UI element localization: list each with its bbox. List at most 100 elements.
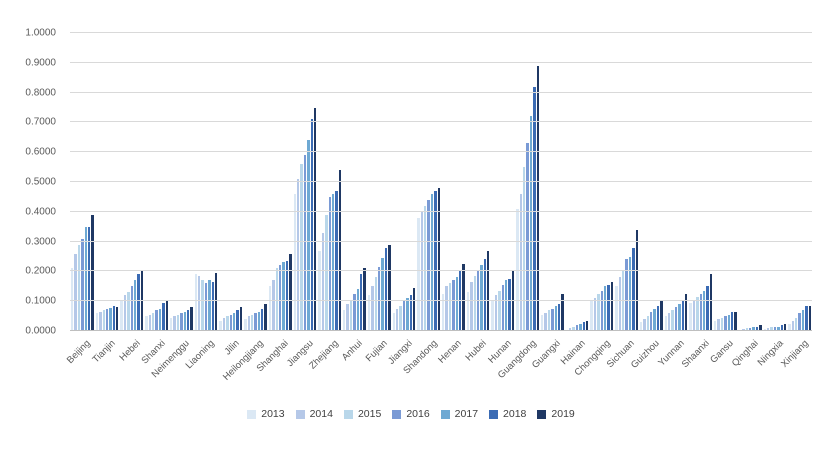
gridline — [70, 91, 812, 93]
bar-group-tianjin — [95, 33, 120, 331]
legend-item-2019: 2019 — [537, 408, 575, 420]
bar-heilongjiang-2017 — [257, 311, 261, 331]
bar-guangdong-2013 — [516, 208, 519, 331]
legend-swatch-2018 — [489, 409, 499, 419]
bar-zhejiang-2019 — [338, 170, 342, 331]
bar-liaoning-2019 — [215, 272, 218, 331]
bar-anhui-2016 — [353, 293, 356, 331]
bar-group-henan — [441, 33, 466, 331]
bar-hubei-2019 — [487, 250, 490, 331]
legend-item-2015: 2015 — [343, 408, 381, 420]
bar-chongqing-2019 — [610, 281, 614, 331]
bar-shanghai-2019 — [289, 253, 292, 331]
plot-area — [70, 32, 812, 331]
bar-group-jiangsu — [293, 33, 318, 331]
bar-tianjin-2014 — [99, 311, 102, 331]
bar-anhui-2015 — [349, 301, 353, 331]
bar-shandong-2016 — [427, 199, 430, 331]
gridline — [70, 121, 812, 123]
bar-sichuan-2013 — [615, 286, 618, 331]
bar-anhui-2013 — [343, 310, 346, 331]
bar-shandong-2018 — [434, 190, 437, 331]
bar-ningxia-2013 — [763, 328, 766, 331]
bar-group-guangxi — [540, 33, 565, 331]
x-axis-line — [70, 330, 812, 331]
bar-jiangsu-2018 — [310, 119, 313, 331]
bar-jilin-2015 — [226, 316, 229, 331]
bar-guizhou-2014 — [643, 319, 646, 331]
bar-sichuan-2014 — [618, 277, 621, 331]
bar-guizhou-2015 — [646, 316, 650, 331]
bar-shaanxi-2013 — [689, 302, 692, 331]
y-tick-label: 0.1000 — [25, 295, 56, 307]
bar-gansu-2015 — [720, 317, 724, 331]
legend-label-2019: 2019 — [551, 408, 575, 420]
x-tick-label-tianjin: Tianjin — [90, 338, 118, 366]
bar-group-hunan — [490, 33, 515, 331]
bar-shanghai-2015 — [275, 268, 279, 331]
bar-henan-2014 — [445, 286, 448, 331]
bar-group-hubei — [466, 33, 491, 331]
x-axis: Beijing Tianjin Hebei Shanxi Neimenggu Liaoni… — [65, 334, 812, 404]
bar-jilin-2017 — [232, 313, 236, 331]
bar-shaanxi-2016 — [699, 293, 702, 331]
bar-shaanxi-2018 — [706, 286, 709, 331]
bar-heilongjiang-2019 — [264, 304, 267, 331]
legend-item-2018: 2018 — [489, 408, 526, 420]
bar-group-hainan — [565, 33, 590, 331]
bar-groups — [70, 33, 812, 331]
x-tick-label-hubei: Hubei — [463, 338, 489, 364]
bar-group-guangdong — [515, 33, 540, 331]
bar-henan-2015 — [448, 283, 452, 331]
bar-gansu-2016 — [724, 316, 727, 331]
bar-group-beijing — [70, 33, 95, 331]
bar-henan-2017 — [455, 277, 458, 331]
bar-tianjin-2013 — [95, 313, 99, 331]
bar-guizhou-2013 — [639, 322, 643, 331]
bar-yunnan-2013 — [664, 316, 668, 331]
bar-zhejiang-2017 — [331, 193, 335, 331]
bar-shaanxi-2015 — [696, 296, 699, 331]
bar-yunnan-2018 — [681, 301, 684, 331]
bar-hainan-2018 — [582, 322, 586, 331]
bar-hunan-2017 — [505, 280, 508, 331]
bar-ningxia-2014 — [766, 328, 770, 331]
bar-guangxi-2017 — [554, 305, 557, 331]
bar-ningxia-2017 — [777, 326, 780, 331]
legend-label-2017: 2017 — [454, 408, 479, 420]
bar-jiangsu-2019 — [313, 107, 317, 331]
bar-neimenggu-2016 — [180, 313, 183, 331]
bar-hubei-2017 — [480, 265, 483, 331]
bar-shaanxi-2019 — [709, 274, 713, 331]
bar-beijing-2017 — [84, 226, 87, 331]
y-tick-label: 0.5000 — [25, 176, 56, 188]
bar-hainan-2016 — [575, 325, 579, 331]
bar-heilongjiang-2016 — [254, 313, 257, 331]
bar-shandong-2013 — [417, 217, 420, 331]
bar-tianjin-2015 — [102, 310, 105, 331]
bar-group-zhejiang — [317, 33, 342, 331]
legend-item-2016: 2016 — [392, 408, 430, 420]
bar-group-guizhou — [639, 33, 664, 331]
bar-hubei-2015 — [473, 275, 476, 331]
bar-shanxi-2017 — [158, 308, 162, 331]
bar-jiangsu-2014 — [297, 179, 300, 331]
bar-hebei-2017 — [134, 280, 137, 331]
y-tick-label: 0.0000 — [25, 325, 56, 337]
bar-sichuan-2016 — [625, 259, 628, 331]
bar-henan-2019 — [462, 263, 465, 331]
y-tick-label: 0.7000 — [25, 116, 56, 128]
bar-xinjiang-2018 — [805, 305, 808, 331]
bar-fujian-2017 — [381, 258, 384, 331]
x-tick-label-beijing: Beijing — [65, 338, 94, 366]
x-tick-label-hebei: Hebei — [117, 338, 143, 364]
legend-item-2013: 2013 — [247, 408, 285, 420]
legend-label-2016: 2016 — [406, 408, 430, 420]
bar-qinghai-2016 — [749, 328, 752, 331]
bar-group-jilin — [218, 33, 243, 331]
bar-chongqing-2018 — [607, 284, 610, 331]
bar-group-liaoning — [194, 33, 219, 331]
bar-shanxi-2016 — [155, 310, 158, 331]
bar-jiangsu-2013 — [293, 193, 296, 331]
